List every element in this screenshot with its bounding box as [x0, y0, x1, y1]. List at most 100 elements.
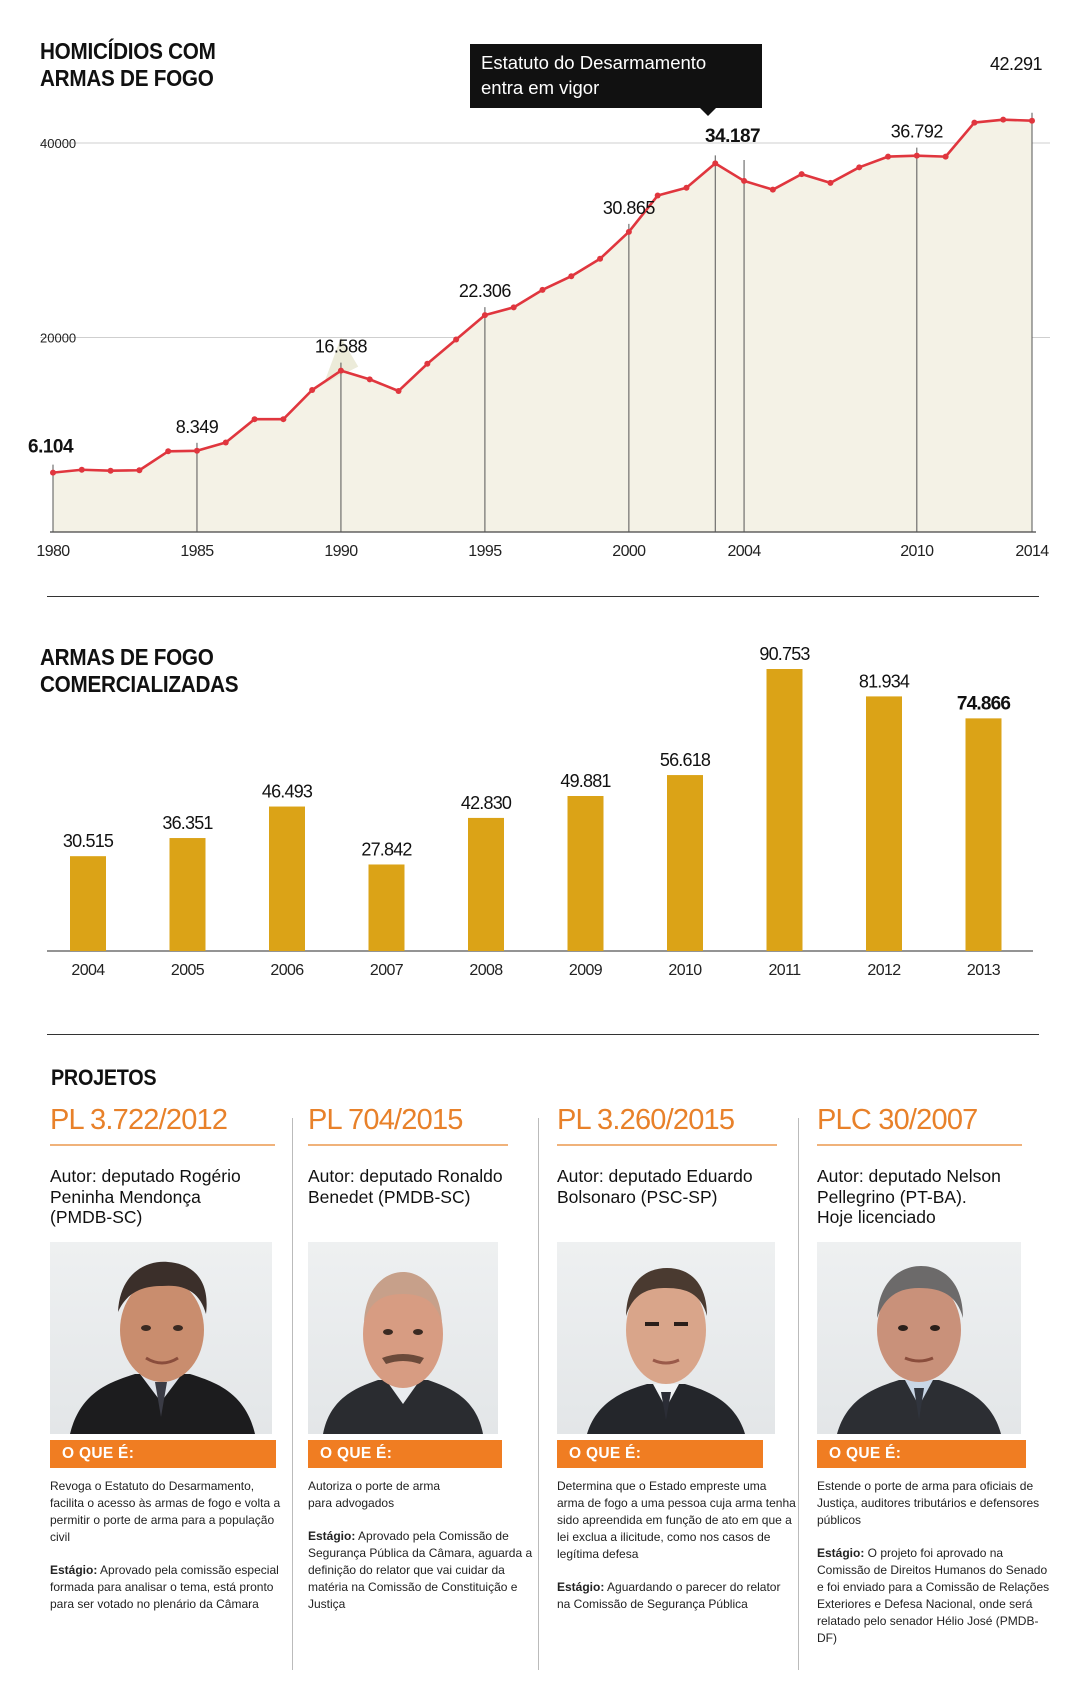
- project-author: Autor: deputado Ronaldo Benedet (PMDB-SC…: [308, 1166, 503, 1207]
- bar-value-label: 27.842: [361, 839, 412, 859]
- chart2-title: ARMAS DE FOGO COMERCIALIZADAS: [40, 644, 239, 698]
- stage-label: Estágio:: [308, 1529, 356, 1543]
- data-point: [741, 177, 748, 184]
- bar-value-label: 49.881: [560, 771, 611, 791]
- stage-label: Estágio:: [557, 1580, 605, 1594]
- project-code-underline: [50, 1144, 275, 1146]
- x-tick-label: 1995: [468, 543, 502, 560]
- description-text: Estende o porte de arma para oficiais de…: [817, 1479, 1040, 1527]
- portrait-illustration: [587, 1268, 745, 1434]
- stage-text: Estágio: Aguardando o parecer do relator…: [557, 1579, 797, 1613]
- project-description: Determina que o Estado empreste uma arma…: [557, 1478, 797, 1613]
- x-tick-label: 1980: [36, 543, 70, 560]
- data-point: [1000, 116, 1007, 123]
- projetos-title: PROJETOS: [51, 1065, 157, 1090]
- data-point: [769, 186, 776, 193]
- data-point: [395, 387, 402, 394]
- homicides-line-chart: 20000 40000 6.104 8.349 16.588 22.306 30.865 34…: [28, 44, 1050, 560]
- stage-text: Estágio: Aprovado pela Comissão de Segur…: [308, 1528, 548, 1613]
- section-divider-1: [47, 596, 1039, 597]
- data-point: [539, 286, 546, 293]
- bar: [567, 796, 604, 951]
- x-tick-label: 2004: [71, 962, 105, 979]
- data-point: [453, 336, 460, 343]
- data-point: [78, 466, 85, 473]
- data-point: [683, 184, 690, 191]
- data-point: [309, 387, 316, 394]
- data-point: [568, 273, 575, 280]
- annotation-callout: Estatuto do Desarmamento entra em vigor: [470, 44, 762, 116]
- project-code: PL 3.260/2015: [557, 1104, 735, 1136]
- bar: [866, 696, 902, 951]
- what-is-label: O QUE É:: [557, 1440, 763, 1468]
- data-point: [798, 171, 805, 178]
- value-label: 42.291: [990, 54, 1043, 74]
- portrait-illustration: [837, 1266, 1001, 1434]
- firearms-sold-bar-chart: 30.515 2004 36.351 2005 46.493 2006 27.842 2007…: [47, 644, 1033, 979]
- peak-highlight: [323, 337, 359, 385]
- stage-value: O projeto foi aprovado na Comissão de Di…: [817, 1546, 1050, 1645]
- bar: [70, 856, 106, 951]
- project-description: Estende o porte de arma para oficiais de…: [817, 1478, 1057, 1647]
- x-tick-label: 2009: [569, 962, 603, 979]
- x-tick-label: 2014: [1015, 543, 1049, 560]
- annotation-text-line2: entra em vigor: [481, 77, 599, 98]
- data-point: [942, 153, 949, 160]
- value-label: 22.306: [459, 281, 512, 301]
- what-is-label: O QUE É:: [50, 1440, 276, 1468]
- data-point: [913, 152, 920, 159]
- column-separator: [292, 1118, 293, 1670]
- project-description: Revoga o Estatuto do Desarmamento, facil…: [50, 1478, 290, 1613]
- x-tick-label: 2010: [900, 543, 934, 560]
- value-label: 16.588: [315, 337, 368, 357]
- x-tick-label: 2005: [171, 962, 205, 979]
- data-point: [885, 153, 892, 160]
- data-point: [136, 467, 143, 474]
- data-point: [280, 416, 287, 423]
- chart1-title-line2: ARMAS DE FOGO: [40, 65, 214, 91]
- bar-value-label: 42.830: [461, 793, 512, 813]
- data-point: [712, 160, 719, 167]
- description-text: Revoga o Estatuto do Desarmamento, facil…: [50, 1479, 281, 1544]
- bar-value-label: 30.515: [63, 831, 114, 851]
- x-tick-label: 2007: [370, 962, 404, 979]
- x-tick-label: 2010: [668, 962, 702, 979]
- value-label: 36.792: [891, 122, 944, 142]
- project-code: PL 3.722/2012: [50, 1104, 228, 1136]
- project-author: Autor: deputado Rogério Peninha Mendonça…: [50, 1166, 241, 1227]
- data-point: [251, 416, 258, 423]
- data-point: [222, 439, 229, 446]
- column-separator: [538, 1118, 539, 1670]
- author-photo: [557, 1242, 775, 1434]
- data-point: [337, 367, 344, 374]
- chart2-title-line2: COMERCIALIZADAS: [40, 671, 239, 697]
- y-tick-label: 20000: [40, 331, 76, 346]
- bar-value-label: 90.753: [759, 644, 810, 664]
- data-point: [366, 376, 373, 383]
- data-point: [510, 304, 517, 311]
- data-point: [1029, 117, 1035, 124]
- project-code: PL 704/2015: [308, 1104, 463, 1136]
- bar: [368, 864, 405, 951]
- bar: [169, 838, 206, 951]
- bar-value-label: 81.934: [859, 671, 910, 691]
- project-code-underline: [308, 1144, 508, 1146]
- x-tick-label: 2006: [270, 962, 304, 979]
- project-description: Autoriza o porte de arma para advogados …: [308, 1478, 548, 1613]
- value-label: 8.349: [176, 417, 219, 437]
- area-fill: [53, 119, 1032, 532]
- data-point: [50, 469, 56, 476]
- annotation-pointer: [700, 108, 716, 116]
- data-point: [165, 448, 172, 455]
- stage-value: Aprovado pela comissão especial formada …: [50, 1563, 279, 1611]
- project-code-underline: [817, 1144, 1022, 1146]
- chart1-title-line1: HOMICÍDIOS COM: [40, 38, 216, 64]
- y-tick-label: 40000: [40, 136, 76, 151]
- value-label: 34.187: [705, 126, 760, 147]
- x-tick-label: 2004: [727, 543, 761, 560]
- bar: [766, 669, 803, 951]
- portrait-illustration: [323, 1272, 483, 1434]
- stage-text: Estágio: O projeto foi aprovado na Comis…: [817, 1545, 1057, 1647]
- author-photo: [308, 1242, 498, 1434]
- stage-value: Aprovado pela Comissão de Segurança Públ…: [308, 1529, 533, 1611]
